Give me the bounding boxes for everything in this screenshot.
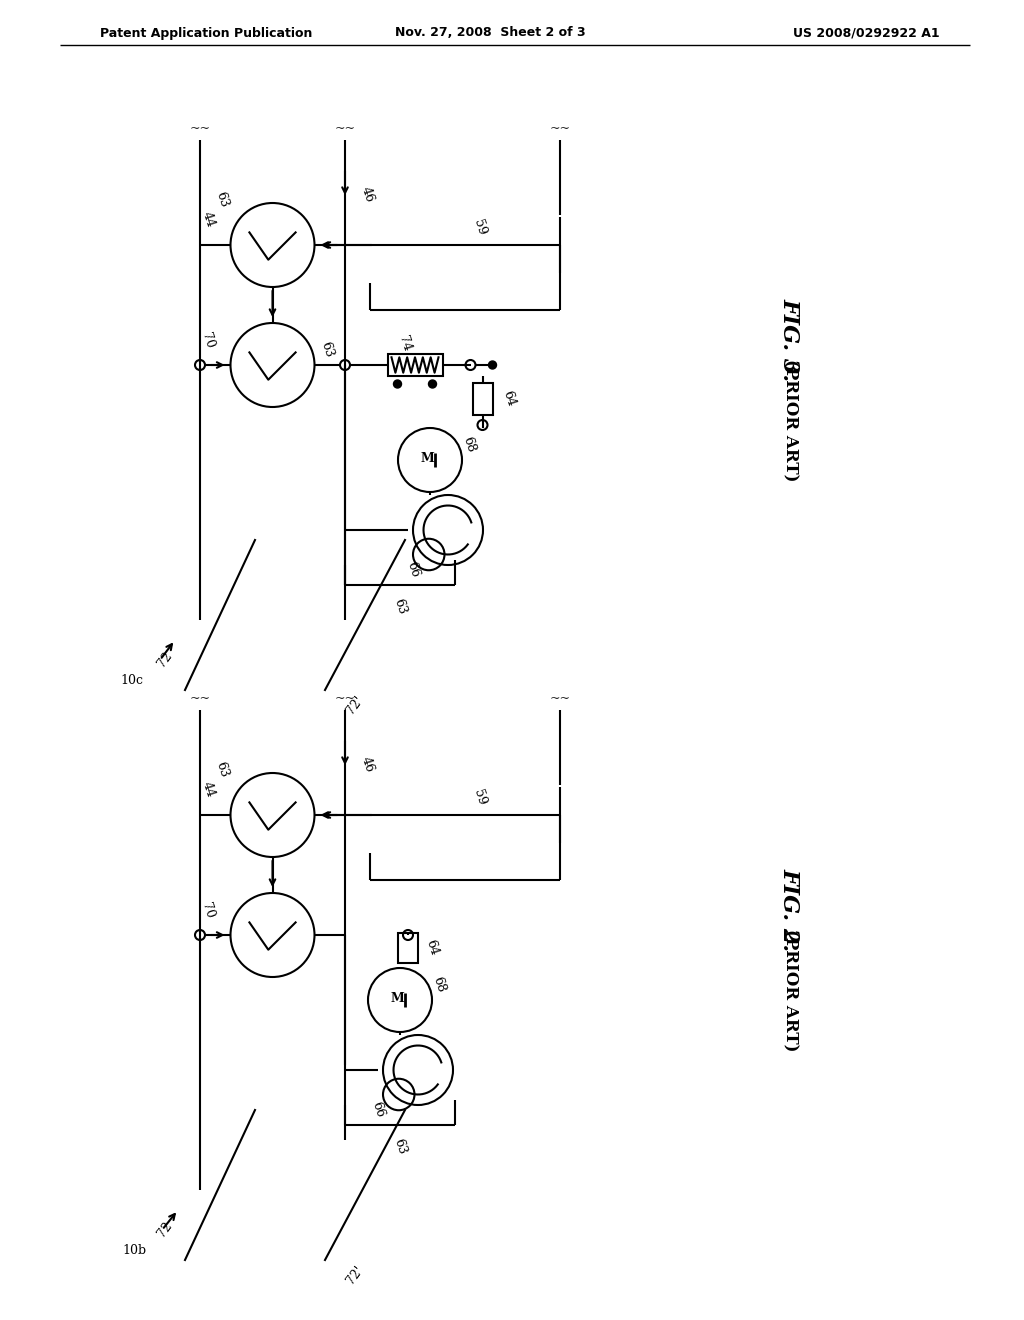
- Text: ~~: ~~: [189, 121, 211, 135]
- Text: 63: 63: [391, 1138, 409, 1156]
- Text: 72: 72: [155, 1220, 175, 1241]
- Text: 44: 44: [200, 780, 217, 800]
- Text: Patent Application Publication: Patent Application Publication: [100, 26, 312, 40]
- Text: Nov. 27, 2008  Sheet 2 of 3: Nov. 27, 2008 Sheet 2 of 3: [394, 26, 586, 40]
- Text: 68: 68: [460, 436, 477, 454]
- Text: FIG. 3.: FIG. 3.: [779, 298, 801, 381]
- Bar: [398, 933, 418, 964]
- Text: ~~: ~~: [550, 692, 570, 705]
- Text: 59: 59: [471, 788, 488, 807]
- Circle shape: [488, 360, 497, 370]
- Text: ~~: ~~: [189, 692, 211, 705]
- Circle shape: [428, 380, 436, 388]
- Text: 46: 46: [358, 185, 376, 205]
- Text: 63: 63: [391, 598, 409, 616]
- Text: 72': 72': [344, 693, 366, 717]
- Text: 10c: 10c: [121, 673, 143, 686]
- Text: ~~: ~~: [335, 121, 355, 135]
- Text: 74: 74: [396, 334, 414, 352]
- Text: 64: 64: [501, 389, 518, 409]
- Text: 64: 64: [423, 939, 440, 957]
- Text: 66: 66: [404, 561, 422, 579]
- Text: 10b: 10b: [123, 1243, 147, 1257]
- Text: 72': 72': [344, 1263, 366, 1287]
- Text: ~~: ~~: [335, 692, 355, 705]
- Text: ~~: ~~: [550, 121, 570, 135]
- Text: US 2008/0292922 A1: US 2008/0292922 A1: [794, 26, 940, 40]
- Text: 70: 70: [200, 330, 217, 350]
- Text: M: M: [390, 993, 403, 1006]
- Text: 68: 68: [430, 975, 447, 994]
- Text: 72: 72: [155, 649, 175, 671]
- Text: 63: 63: [213, 760, 230, 780]
- Text: 46: 46: [358, 755, 376, 775]
- Text: 66: 66: [370, 1101, 387, 1119]
- Text: 59: 59: [471, 218, 488, 236]
- Text: 70: 70: [200, 900, 217, 920]
- Circle shape: [393, 380, 401, 388]
- Text: M: M: [420, 453, 434, 466]
- Text: FIG. 2.: FIG. 2.: [779, 869, 801, 952]
- Text: 44: 44: [200, 210, 217, 230]
- Text: (PRIOR ART): (PRIOR ART): [781, 929, 799, 1051]
- Bar: [387, 354, 442, 376]
- Text: 63: 63: [317, 341, 335, 359]
- Text: 63: 63: [213, 190, 230, 210]
- Bar: [472, 383, 493, 414]
- Text: (PRIOR ART): (PRIOR ART): [781, 359, 799, 482]
